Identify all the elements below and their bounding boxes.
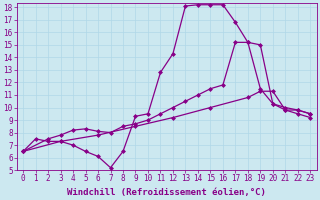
X-axis label: Windchill (Refroidissement éolien,°C): Windchill (Refroidissement éolien,°C) [67, 188, 266, 197]
